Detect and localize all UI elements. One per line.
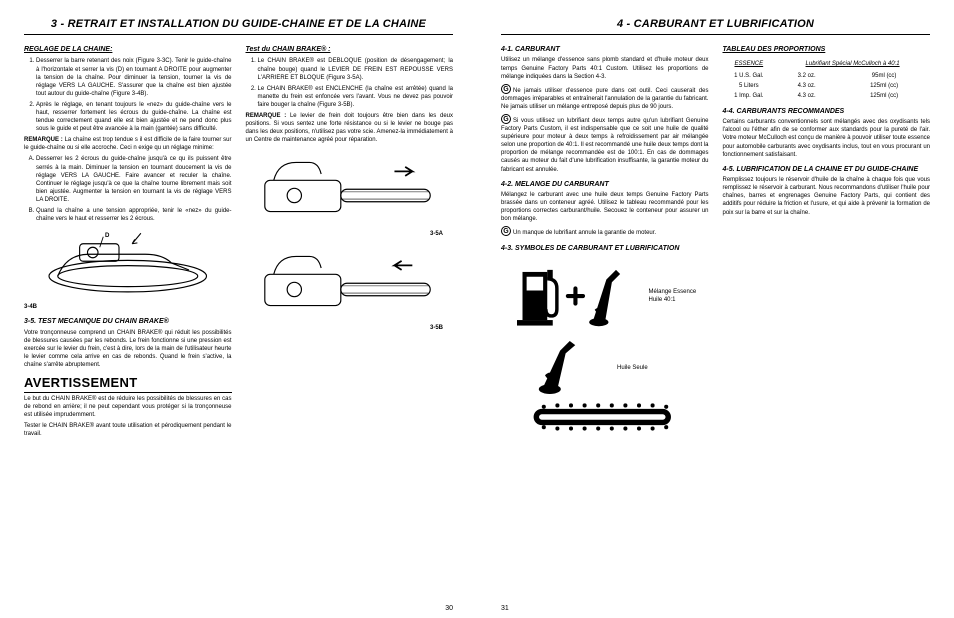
- li: Après le réglage, en tenant toujours le …: [36, 101, 232, 133]
- td: 3.2 oz.: [775, 71, 838, 81]
- g-text: Ne jamais utiliser d'essence pure dans c…: [501, 88, 709, 110]
- g-warn: GUn manque de lubrifiant annule la garan…: [501, 226, 709, 237]
- g-icon: G: [501, 84, 511, 94]
- pagenum-left: 30: [445, 605, 453, 612]
- figure-3-5b: [246, 243, 454, 319]
- li: Le CHAIN BRAKE® est ENCLENCHE (la chaîne…: [258, 85, 454, 109]
- g-text: Un manque de lubrifiant annule la garant…: [513, 230, 656, 236]
- td: 4.3 oz.: [775, 91, 838, 101]
- p: Utilisez un mélange d'essence sans plomb…: [501, 56, 709, 80]
- list-test: Le CHAIN BRAKE® est DEBLOQUE (position d…: [246, 57, 454, 109]
- remark: REMARQUE : Le levier de frein doit toujo…: [246, 112, 454, 144]
- p: Remplissez toujours le réservoir d'huile…: [723, 176, 931, 216]
- remark-label: REMARQUE :: [246, 113, 287, 119]
- td: 125ml (cc): [838, 81, 930, 91]
- proportions-table: ESSENCE Lubrifiant Spécial McCulloch à 4…: [723, 58, 931, 100]
- sec-4-3: 4-3. SYMBOLES DE CARBURANT ET LUBRIFICAT…: [501, 244, 709, 253]
- columns-left: REGLAGE DE LA CHAINE: Desserrer la barre…: [24, 45, 453, 594]
- mix-label: Mélange Essence Huile 40:1: [649, 288, 709, 304]
- sec-4-5: 4-5. LUBRIFICATION DE LA CHAINE ET DU GU…: [723, 165, 931, 174]
- sec-tableau: TABLEAU DES PROPORTIONS: [723, 45, 931, 54]
- td: 5 Liters: [723, 81, 776, 91]
- oil-label: Huile Seule: [617, 364, 677, 372]
- td: 4.3 oz.: [775, 81, 838, 91]
- fuel-mix-row: Mélange Essence Huile 40:1: [501, 255, 709, 337]
- p: Tester le CHAIN BRAKE® avant toute utili…: [24, 422, 232, 438]
- remark: REMARQUE : La chaîne est trop tendue s i…: [24, 136, 232, 152]
- svg-text:D: D: [105, 232, 110, 239]
- remark-label: REMARQUE :: [24, 137, 63, 143]
- g-icon: G: [501, 114, 511, 124]
- sec-4-1: 4-1. CARBURANT: [501, 45, 709, 54]
- td: 95ml (cc): [838, 71, 930, 81]
- avertissement-heading: AVERTISSEMENT: [24, 374, 232, 393]
- fuel-pump-icon: [517, 261, 627, 331]
- g-icon: G: [501, 226, 511, 236]
- td: 1 U.S. Gal.: [723, 71, 776, 81]
- sec-3-5: 3-5. TEST MECANIQUE DU CHAIN BRAKE®: [24, 317, 232, 326]
- g-warn: GSi vous utilisez un lubrifiant deux tem…: [501, 114, 709, 174]
- right-col1: 4-1. CARBURANT Utilisez un mélange d'ess…: [501, 45, 709, 594]
- p: Votre tronçonneuse comprend un CHAIN BRA…: [24, 329, 232, 369]
- left-col1: REGLAGE DE LA CHAINE: Desserrer la barre…: [24, 45, 232, 594]
- oil-can-icon: [501, 341, 611, 396]
- th: ESSENCE: [723, 58, 776, 70]
- g-text: Si vous utilisez un lubrifiant deux temp…: [501, 118, 709, 173]
- pagenum-right: 31: [501, 605, 509, 612]
- li: Desserrer les 2 écrous du guide-chaîne j…: [36, 155, 232, 204]
- table-row: 1 Imp. Gal. 4.3 oz. 125ml (cc): [723, 91, 931, 101]
- p: Mélangez le carburant avec une huile deu…: [501, 191, 709, 223]
- g-warn: GNe jamais utiliser d'essence pure dans …: [501, 84, 709, 111]
- p: Le but du CHAIN BRAKE® est de réduire le…: [24, 395, 232, 419]
- page-title-right: 4 - CARBURANT ET LUBRIFICATION: [501, 18, 930, 35]
- figcap-3-5a: 3-5A: [246, 230, 454, 238]
- th: Lubrifiant Spécial McCulloch à 40:1: [775, 58, 930, 70]
- page-title-left: 3 - RETRAIT ET INSTALLATION DU GUIDE-CHA…: [24, 18, 453, 35]
- sec-4-2: 4-2. MELANGE DU CARBURANT: [501, 180, 709, 189]
- figcap-3-5b: 3-5B: [246, 324, 454, 332]
- oil-only-row: Huile Seule: [501, 341, 709, 396]
- li: Quand la chaîne a une tension appropriée…: [36, 207, 232, 223]
- figure-3-4b: D: [24, 228, 232, 298]
- list-reglage: Desserrer la barre retenant des noix (Fi…: [24, 57, 232, 133]
- sec-test-cb: Test du CHAIN BRAKE® :: [246, 45, 454, 54]
- page-right: 4 - CARBURANT ET LUBRIFICATION 4-1. CARB…: [477, 0, 954, 618]
- p: Certains carburants conventionnels sont …: [723, 118, 931, 158]
- table-row: 1 U.S. Gal. 3.2 oz. 95ml (cc): [723, 71, 931, 81]
- page-left: 3 - RETRAIT ET INSTALLATION DU GUIDE-CHA…: [0, 0, 477, 618]
- sec-reglage: REGLAGE DE LA CHAINE:: [24, 45, 232, 54]
- chain-bar-icon: [530, 400, 680, 434]
- left-col2: Test du CHAIN BRAKE® : Le CHAIN BRAKE® e…: [246, 45, 454, 594]
- td: 1 Imp. Gal.: [723, 91, 776, 101]
- table-row: 5 Liters 4.3 oz. 125ml (cc): [723, 81, 931, 91]
- td: 125ml (cc): [838, 91, 930, 101]
- columns-right: 4-1. CARBURANT Utilisez un mélange d'ess…: [501, 45, 930, 594]
- li: Le CHAIN BRAKE® est DEBLOQUE (position d…: [258, 57, 454, 81]
- li: Desserrer la barre retenant des noix (Fi…: [36, 57, 232, 97]
- sec-4-4: 4-4. CARBURANTS RECOMMANDES: [723, 107, 931, 116]
- alpha-list: Desserrer les 2 écrous du guide-chaîne j…: [24, 155, 232, 223]
- right-col2: TABLEAU DES PROPORTIONS ESSENCE Lubrifia…: [723, 45, 931, 594]
- figcap-3-4b: 3-4B: [24, 303, 232, 311]
- figure-3-5a: [246, 149, 454, 225]
